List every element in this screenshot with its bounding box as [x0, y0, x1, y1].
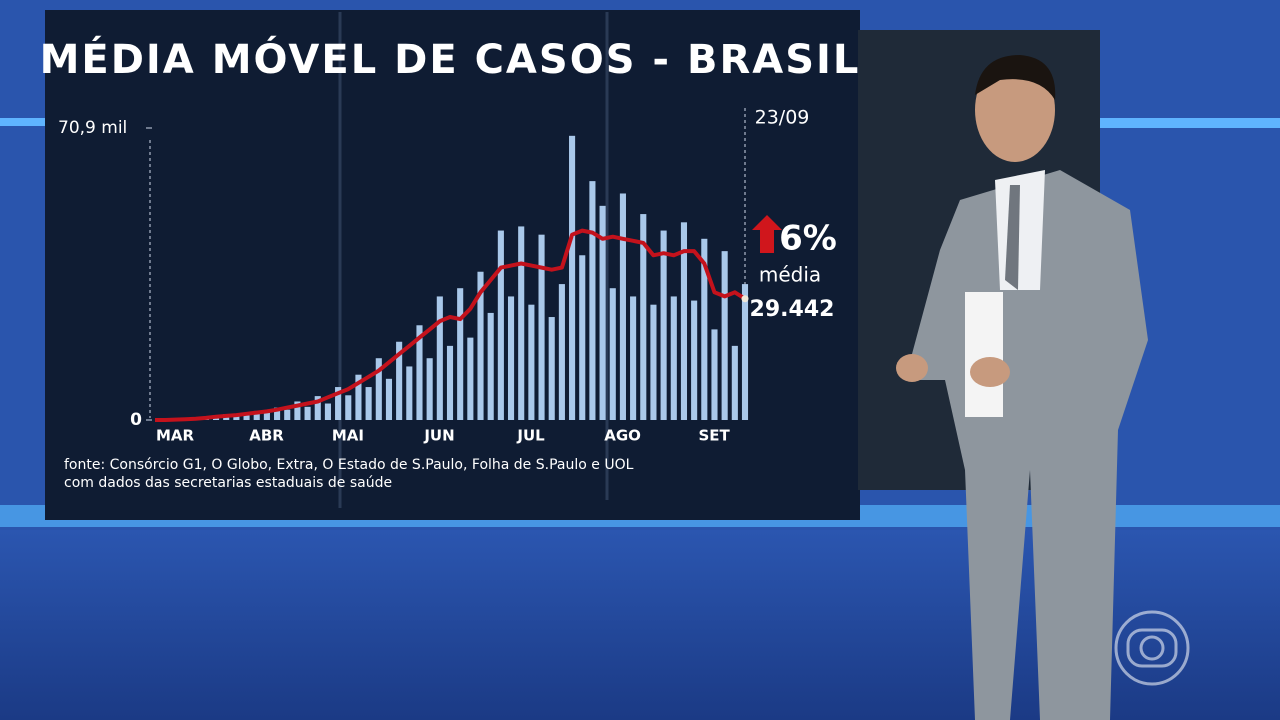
light-strip: [1100, 118, 1280, 128]
hand: [896, 354, 928, 382]
bar: [355, 374, 362, 420]
bar: [487, 312, 494, 420]
bar: [518, 226, 525, 420]
bar: [609, 288, 616, 420]
bar: [548, 317, 555, 420]
bar: [741, 284, 749, 420]
bar: [731, 345, 738, 420]
bar: [365, 387, 372, 420]
bar: [345, 395, 352, 420]
bar: [507, 296, 515, 420]
bar: [650, 304, 657, 420]
bar: [477, 271, 484, 420]
bar: [243, 415, 250, 420]
bar: [304, 406, 311, 420]
x-tick-label: JUN: [423, 427, 454, 445]
bar: [294, 401, 301, 420]
bar: [324, 403, 331, 420]
shirt: [995, 170, 1045, 290]
bar: [253, 410, 260, 420]
bar: [375, 358, 382, 420]
bar: [396, 341, 403, 420]
bar: [569, 135, 576, 420]
bar: [680, 222, 688, 420]
bar: [497, 230, 504, 420]
bar: [274, 407, 281, 420]
callout-change: 6%: [779, 219, 837, 259]
bar: [711, 329, 718, 420]
moving-average-line: [155, 228, 747, 422]
bar: [263, 412, 270, 420]
hair: [975, 55, 1056, 100]
bar: [558, 284, 565, 420]
source-text: fonte: Consórcio G1, O Globo, Extra, O E…: [64, 457, 634, 473]
x-tick-label: AGO: [604, 427, 641, 445]
head: [975, 58, 1055, 162]
bar: [467, 337, 474, 420]
end-point: [741, 295, 749, 303]
bar: [538, 234, 545, 420]
x-tick-label: SET: [698, 427, 730, 445]
bar: [599, 205, 606, 420]
source-text: com dados das secretarias estaduais de s…: [64, 475, 392, 491]
x-tick-label: ABR: [249, 427, 284, 445]
bar: [457, 288, 464, 420]
bar: [691, 300, 698, 420]
y-tick-label: 0: [130, 410, 142, 430]
notes: [965, 292, 1003, 417]
bar: [335, 387, 342, 420]
callout-label: média: [759, 263, 821, 287]
callout-value: 29.442: [750, 297, 835, 322]
tie: [1005, 185, 1020, 290]
hand: [970, 357, 1010, 387]
bar: [314, 396, 321, 420]
bar: [721, 251, 728, 420]
bar: [579, 255, 586, 420]
bar: [619, 193, 626, 420]
bar: [426, 358, 433, 420]
bar: [233, 415, 240, 420]
channel-logo: [1114, 610, 1190, 686]
chart-title: MÉDIA MÓVEL DE CASOS - BRASIL: [40, 35, 861, 83]
callout-date: 23/09: [755, 107, 810, 129]
bar: [630, 296, 637, 420]
bar: [589, 181, 596, 420]
light-strip: [0, 118, 50, 126]
bar: [670, 296, 677, 420]
bar: [416, 325, 423, 420]
x-tick-label: JUL: [516, 427, 545, 445]
bar: [406, 366, 413, 420]
y-tick-label: 70,9 mil: [58, 118, 127, 138]
bar: [660, 230, 667, 420]
bar: [436, 296, 443, 420]
bar: [701, 238, 708, 420]
bar: [528, 304, 535, 420]
bar: [385, 378, 393, 420]
bar: [446, 345, 454, 420]
presenter: [896, 55, 1148, 720]
bar: [284, 409, 291, 420]
x-tick-label: MAI: [332, 427, 364, 445]
up-arrow: [752, 215, 782, 253]
x-tick-label: MAR: [156, 427, 195, 445]
bar: [640, 214, 647, 420]
